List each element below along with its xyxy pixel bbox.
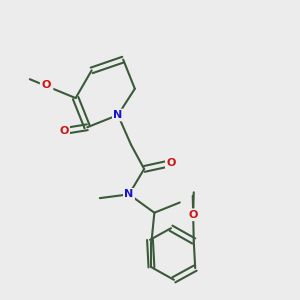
Text: O: O [41, 80, 51, 90]
Text: O: O [188, 210, 198, 220]
Text: O: O [59, 126, 69, 136]
Text: O: O [43, 81, 52, 92]
Text: N: N [113, 110, 122, 120]
Text: N: N [124, 189, 134, 199]
Text: O: O [166, 158, 176, 168]
